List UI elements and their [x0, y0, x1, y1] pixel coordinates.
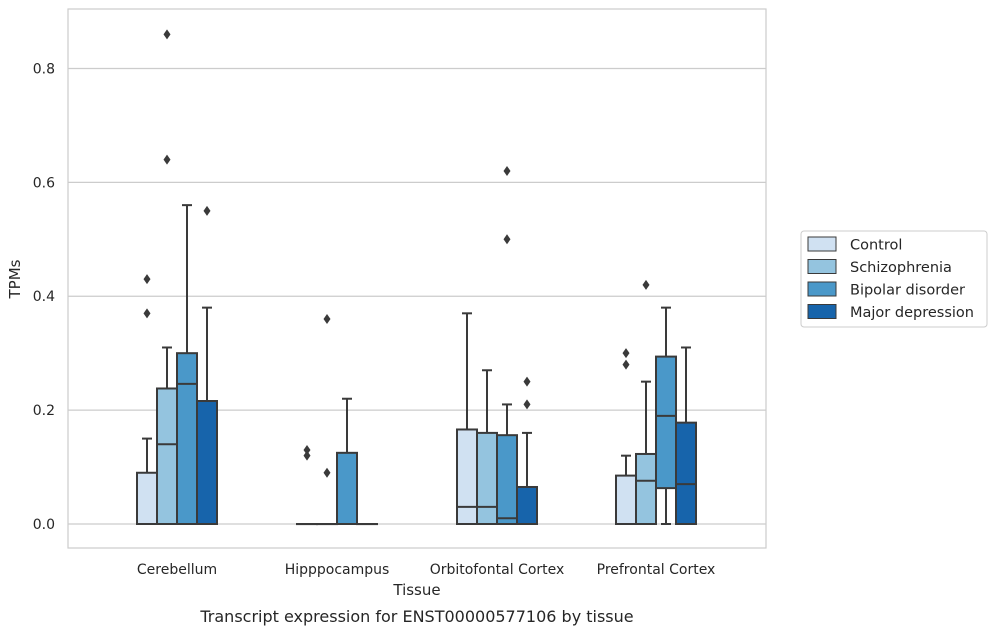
- x-axis-label: Tissue: [392, 581, 440, 599]
- legend: Control Schizophrenia Bipolar disorder Majo…: [800, 230, 988, 328]
- outlier-point: [523, 376, 531, 387]
- box-body: [336, 451, 358, 526]
- y-tick-label: 0.6: [33, 175, 55, 191]
- y-axis-label: TPMs: [6, 259, 24, 299]
- box-body: [675, 421, 697, 525]
- legend-swatch: [807, 236, 837, 252]
- legend-label: Bipolar disorder: [850, 283, 965, 299]
- box-orbitofontal-cortex-schizophrenia: [476, 369, 498, 525]
- outlier-point: [622, 348, 630, 359]
- outlier-point: [143, 308, 151, 319]
- outlier-point: [642, 279, 650, 290]
- box-body: [156, 387, 178, 525]
- x-tick-label: Orbitofontal Cortex: [430, 562, 565, 578]
- box-body: [655, 355, 677, 490]
- box-orbitofontal-cortex-major-depression: [516, 376, 538, 526]
- y-tick-label: 0.8: [33, 61, 55, 77]
- box-prefrontal-cortex-major-depression: [675, 346, 697, 525]
- box-groups: [136, 29, 697, 526]
- legend-label: Schizophrenia: [850, 260, 952, 276]
- y-tick-label: 0.2: [33, 403, 55, 419]
- box-body: [456, 428, 478, 526]
- outlier-point: [503, 165, 511, 176]
- box-cerebellum-bipolar-disorder: [176, 204, 198, 525]
- legend-swatch: [807, 259, 837, 274]
- box-hipppocampus-control: [296, 444, 318, 526]
- outlier-point: [622, 359, 630, 370]
- legend-label: Control: [850, 238, 902, 254]
- legend-swatch: [807, 304, 837, 319]
- y-tick-label: 0.0: [33, 517, 55, 533]
- x-tick-label: Prefrontal Cortex: [597, 562, 716, 578]
- chart-caption: Transcript expression for ENST0000057710…: [199, 607, 633, 626]
- box-body: [196, 400, 218, 526]
- x-tick-label: Hipppocampus: [285, 562, 390, 578]
- box-body: [496, 434, 518, 526]
- outlier-point: [203, 205, 211, 216]
- x-tick-label: Cerebellum: [137, 562, 217, 578]
- legend-label: Major depression: [850, 305, 974, 321]
- outlier-point: [323, 467, 331, 478]
- box-body: [516, 485, 538, 526]
- y-tick-labels: 0.0 0.2 0.4 0.6 0.8: [33, 61, 55, 533]
- outlier-point: [523, 399, 531, 410]
- outlier-point: [143, 274, 151, 285]
- outlier-point: [503, 234, 511, 245]
- plot-frame: [67, 8, 767, 549]
- outlier-point: [163, 29, 171, 40]
- outlier-point: [163, 154, 171, 165]
- box-body: [635, 452, 657, 526]
- legend-swatch: [807, 281, 837, 297]
- box-body: [476, 431, 498, 525]
- box-body: [176, 352, 198, 525]
- x-tick-labels: Cerebellum Hipppocampus Orbitofontal Corte…: [137, 562, 715, 578]
- legend-frame: [800, 230, 988, 328]
- box-body: [615, 474, 637, 526]
- box-hipppocampus-bipolar-disorder: [336, 397, 358, 526]
- outlier-point: [303, 444, 311, 455]
- outlier-point: [323, 314, 331, 325]
- box-cerebellum-major-depression: [196, 205, 218, 526]
- box-body: [136, 471, 158, 525]
- outlier-point: [303, 450, 311, 461]
- box-prefrontal-cortex-schizophrenia: [635, 279, 657, 526]
- box-prefrontal-cortex-control: [615, 348, 637, 526]
- box-orbitofontal-cortex-bipolar-disorder: [496, 165, 518, 526]
- box-prefrontal-cortex-bipolar-disorder: [655, 306, 677, 525]
- box-orbitofontal-cortex-control: [456, 312, 478, 526]
- y-tick-label: 0.4: [33, 289, 55, 305]
